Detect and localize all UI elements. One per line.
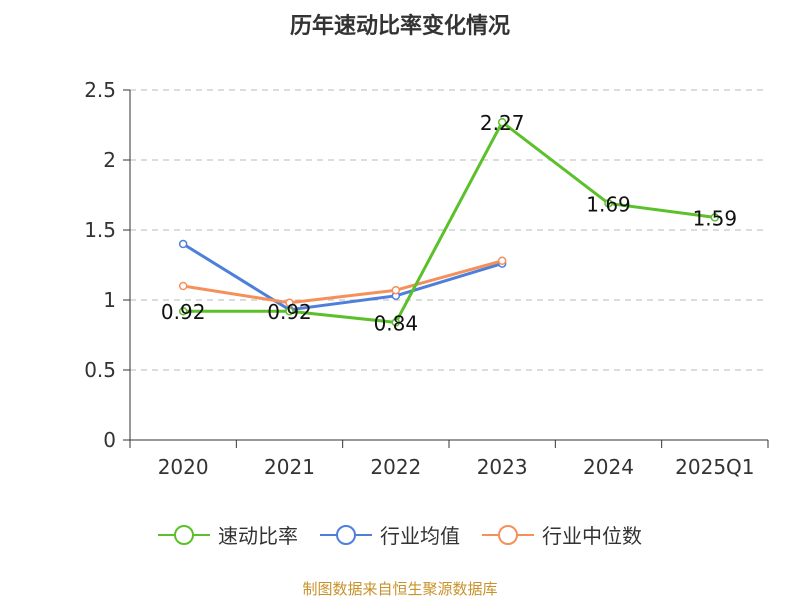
data-label: 0.92 <box>267 300 312 324</box>
data-point <box>391 318 401 327</box>
grid-lines <box>130 89 768 371</box>
data-label: 2.27 <box>480 111 525 135</box>
y-tick-label: 2.5 <box>84 78 116 102</box>
x-tick-label: 2024 <box>583 455 634 479</box>
legend-label: 行业中位数 <box>542 524 642 548</box>
data-label: 1.59 <box>693 206 738 230</box>
y-tick-label: 0.5 <box>84 358 116 382</box>
data-point <box>604 199 613 208</box>
data-label: 1.69 <box>586 192 631 216</box>
series-lines <box>178 117 720 327</box>
data-point <box>497 117 507 127</box>
series-line <box>182 259 503 305</box>
y-tick-label: 0 <box>103 428 116 452</box>
y-tick-label: 1.5 <box>84 218 116 242</box>
legend-item-quick-ratio[interactable]: 速动比率 <box>158 520 298 549</box>
series-line <box>182 242 503 312</box>
chart-title: 历年速动比率变化情况 <box>289 14 510 39</box>
data-point <box>285 298 294 308</box>
legend-line-marker-icon <box>158 524 210 545</box>
axes: 0 0.5 1 1.5 2 2.5 2020 2021 2022 2023 2024 2025Q1 <box>84 78 769 479</box>
data-labels: 0.92 0.92 0.84 2.27 1.69 1.59 <box>161 111 737 335</box>
data-label: 0.92 <box>161 300 206 324</box>
legend-label: 行业均值 <box>380 524 460 548</box>
x-tick-label: 2021 <box>264 455 315 479</box>
data-point <box>178 306 188 316</box>
series-line <box>183 120 716 324</box>
x-tick-label: 2022 <box>370 455 421 479</box>
data-point <box>178 239 188 249</box>
y-tick-label: 1 <box>103 288 116 312</box>
x-tick-label: 2025Q1 <box>675 455 754 479</box>
data-point <box>285 306 294 316</box>
legend-item-industry-mean[interactable]: 行业均值 <box>320 520 460 549</box>
x-tick-label: 2023 <box>477 455 528 479</box>
data-point <box>710 213 720 222</box>
legend-label: 速动比率 <box>218 524 298 548</box>
legend-line-marker-icon <box>320 524 372 545</box>
y-tick-label: 2 <box>103 148 116 172</box>
x-tick-label: 2020 <box>158 455 209 479</box>
data-label: 0.84 <box>374 311 419 335</box>
data-point <box>497 256 507 266</box>
legend-line-marker-icon <box>482 524 534 545</box>
data-point <box>391 285 401 295</box>
source-footer: 制图数据来自恒生聚源数据库 <box>302 580 498 598</box>
data-point <box>178 281 188 291</box>
legend-item-industry-median[interactable]: 行业中位数 <box>482 520 642 549</box>
legend: 速动比率 行业均值 行业中位数 <box>0 520 800 549</box>
